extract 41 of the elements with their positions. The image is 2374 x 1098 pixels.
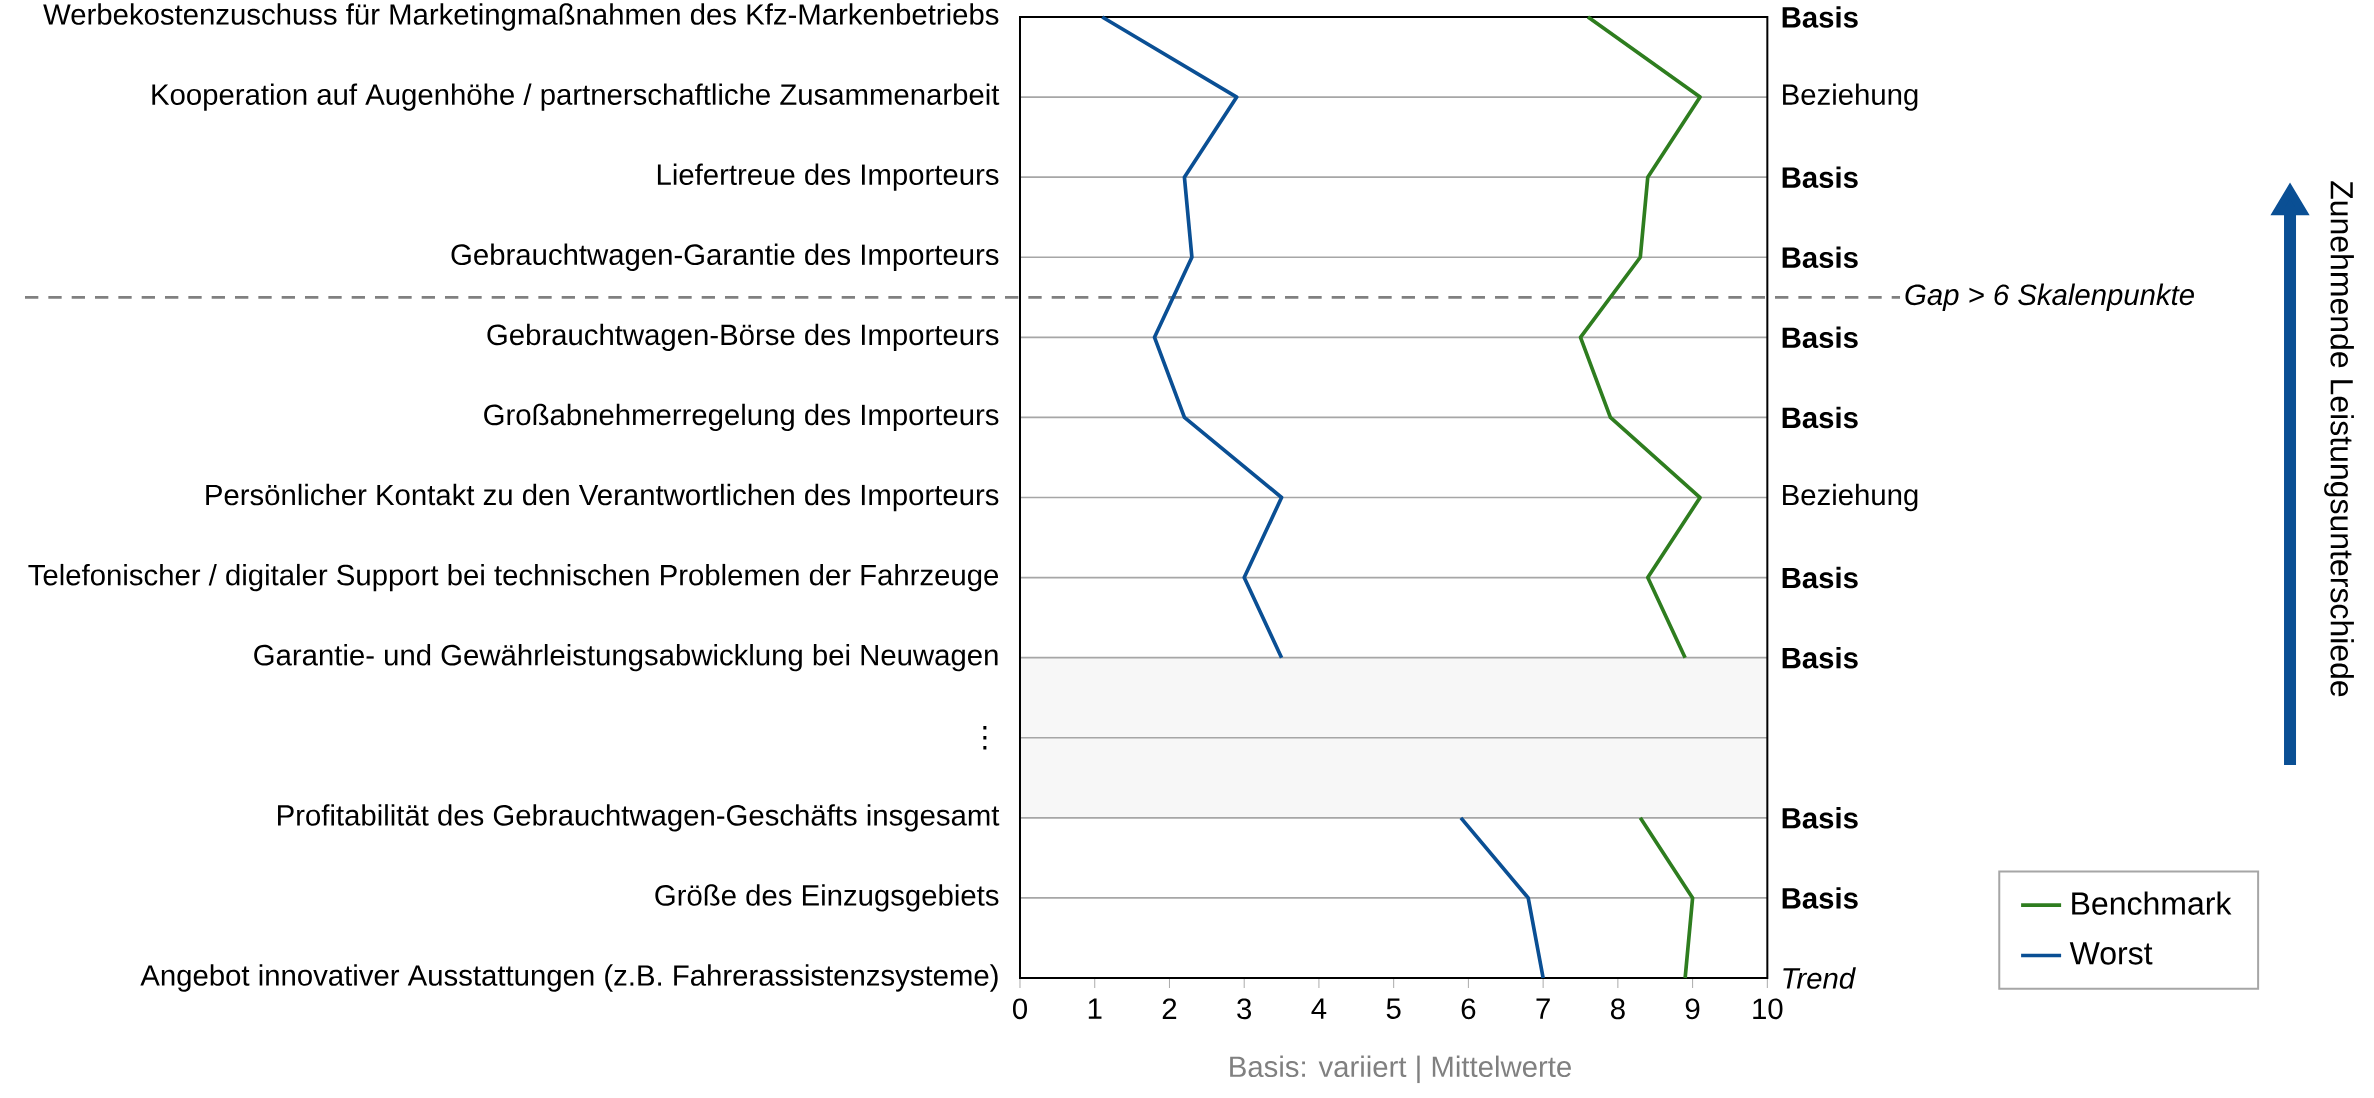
text: Basis	[1782, 246, 1858, 268]
y-tick-label: Großabnehmerregelung des Importeurs	[484, 403, 999, 432]
x-tick-label: 7	[1536, 998, 1550, 1019]
y-tick-label: Liefertreue des Importeurs	[657, 163, 999, 191]
x-tick-label: 8	[1610, 998, 1625, 1020]
y-tick-label: Werbekostenzuschuss für Marketingmaßnahmen des Kfz-Markenbetriebs	[43, 3, 999, 31]
x-tick-label: 3	[1237, 998, 1252, 1020]
x-tick-label: 10	[1753, 998, 1783, 1020]
text: Trend	[1783, 967, 1856, 989]
y-tick-label: Gebrauchtwagen-Börse des Importeurs	[487, 323, 999, 351]
y-tick-label: Telefonischer / digitaler Support bei technischen Problemen der Fahrzeuge	[28, 563, 999, 592]
text: Basis	[1782, 326, 1858, 349]
text: Basis	[1782, 406, 1858, 429]
x-tick-label: 5	[1386, 998, 1401, 1019]
text: Beziehung	[1783, 483, 1918, 512]
y-tick-label: Persönlicher Kontakt zu den Verantwortlichen des Importeurs	[206, 483, 999, 512]
text: Basis	[1782, 887, 1858, 909]
x-tick-label: 2	[1162, 998, 1177, 1019]
text: Basis	[1782, 646, 1858, 669]
text: Zunehmende Leistungsunterschiede	[2324, 181, 2354, 697]
y-tick-label: Größe des Einzugsgebiets	[655, 884, 999, 912]
text: Basis	[1782, 6, 1858, 28]
text: Basis	[1782, 566, 1858, 589]
x-tick-label: 4	[1311, 998, 1327, 1019]
text: Beziehung	[1783, 83, 1918, 111]
y-tick-label: Kooperation auf Augenhöhe / partnerschaftliche Zusammenarbeit	[152, 83, 1000, 111]
text: Basis	[1782, 807, 1858, 829]
text: Basis: variiert | Mittelwerte	[1230, 1055, 1571, 1084]
y-tick-label: ⋮	[983, 725, 987, 750]
text: Gap > 6 Skalenpunkte	[1905, 283, 2194, 311]
x-tick-label: 0	[1012, 998, 1027, 1020]
x-tick-label: 9	[1685, 998, 1700, 1020]
x-tick-label: 1	[1088, 998, 1102, 1019]
legend-label: Worst	[2069, 942, 2153, 965]
legend-label: Benchmark	[2072, 891, 2232, 915]
y-tick-label: Gebrauchtwagen-Garantie des Importeurs	[451, 243, 999, 271]
x-tick-label: 6	[1461, 998, 1476, 1020]
text: Basis	[1782, 166, 1858, 188]
y-tick-label: Garantie- und Gewährleistungsabwicklung bei Neuwagen	[254, 643, 998, 672]
y-tick-label: Angebot innovativer Ausstattungen (z.B. Fahrerassistenzsysteme)	[140, 964, 998, 992]
y-tick-label: Profitabilität des Gebrauchtwagen-Geschäfts insgesamt	[278, 804, 1000, 832]
